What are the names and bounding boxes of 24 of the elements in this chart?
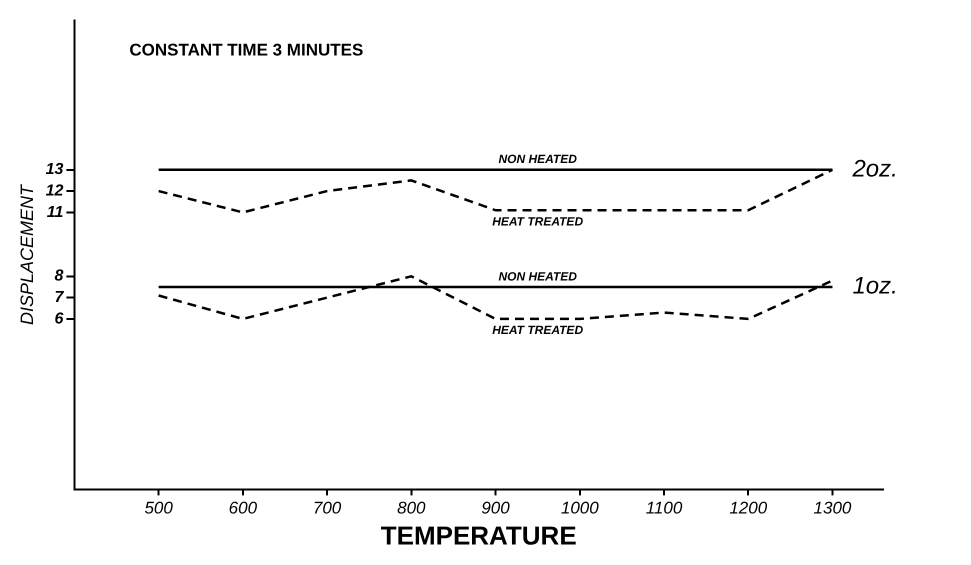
y-tick-label: 11 [46, 204, 64, 221]
text: CONSTANT TIME 3 MINUTES [129, 40, 364, 60]
series-label: HEAT TREATED [492, 214, 584, 229]
x-tick-label: 600 [228, 498, 258, 518]
x-tick-label: 1300 [814, 498, 852, 518]
x-tick-label: 700 [312, 498, 342, 518]
annotation: 1oz. [852, 272, 898, 300]
y-tick-label: 12 [46, 182, 64, 200]
y-tick-label: 13 [46, 161, 64, 178]
x-tick-label: 500 [144, 498, 174, 518]
x-tick-label: 1200 [729, 498, 768, 518]
x-axis-title: TEMPERATURE [380, 520, 577, 551]
x-tick-label: 900 [481, 498, 510, 518]
y-tick-label: 7 [54, 289, 64, 306]
series-label: NON HEATED [498, 269, 578, 284]
y-tick-label: 6 [54, 310, 64, 328]
y-tick-label: 8 [54, 268, 64, 285]
annotation: 2oz. [851, 155, 898, 182]
x-tick-label: 800 [397, 498, 426, 518]
x-tick-label: 1100 [646, 498, 683, 518]
y-axis-title: DISPLACEMENT [16, 182, 37, 326]
series-label: NON HEATED [498, 152, 578, 166]
x-tick-label: 1000 [560, 498, 600, 518]
series-label: HEAT TREATED [492, 323, 584, 338]
